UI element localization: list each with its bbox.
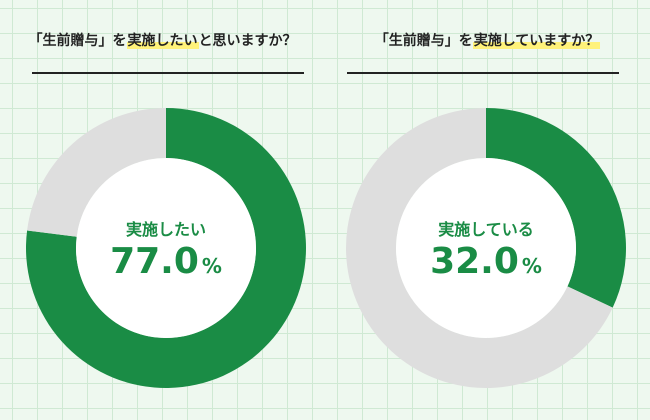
donut-slice-other xyxy=(346,108,613,388)
donut-chart xyxy=(26,108,306,388)
center-value-wrap: 77.0% xyxy=(110,244,222,280)
donut-chart xyxy=(346,108,626,388)
chart-title: 「生前贈与」を実施したいと思いますか？ xyxy=(0,30,325,50)
center-value: 32.0 xyxy=(430,241,519,282)
center-value-wrap: 32.0% xyxy=(430,244,542,280)
center-label: 実施したい xyxy=(125,220,206,239)
donut-slice-other xyxy=(27,108,166,237)
chart-title: 「生前贈与」を実施していますか？ xyxy=(325,30,650,50)
donut-hole xyxy=(396,158,576,338)
donut-slice-answer xyxy=(26,108,306,388)
chart-panel-doing: 「生前贈与」を実施していますか？ 実施している 32.0% xyxy=(325,0,650,420)
donut-hole xyxy=(76,158,256,338)
title-highlight: 実施していますか？ xyxy=(472,33,601,49)
donut-center: 実施したい 77.0% xyxy=(26,108,306,388)
title-suffix: と思いますか？ xyxy=(198,33,297,49)
center-label: 実施している xyxy=(438,220,534,239)
title-prefix: 「生前贈与」を xyxy=(374,33,473,49)
title-highlight: 実施したい xyxy=(126,33,199,49)
title-prefix: 「生前贈与」を xyxy=(28,33,127,49)
center-value: 77.0 xyxy=(110,241,199,282)
title-divider xyxy=(347,72,619,74)
donut-slice-answer xyxy=(486,108,626,308)
center-unit: % xyxy=(521,254,542,278)
donut-center: 実施している 32.0% xyxy=(346,108,626,388)
chart-panel-plan: 「生前贈与」を実施したいと思いますか？ 実施したい 77.0% xyxy=(0,30,325,388)
title-divider xyxy=(32,72,304,74)
center-unit: % xyxy=(201,254,222,278)
